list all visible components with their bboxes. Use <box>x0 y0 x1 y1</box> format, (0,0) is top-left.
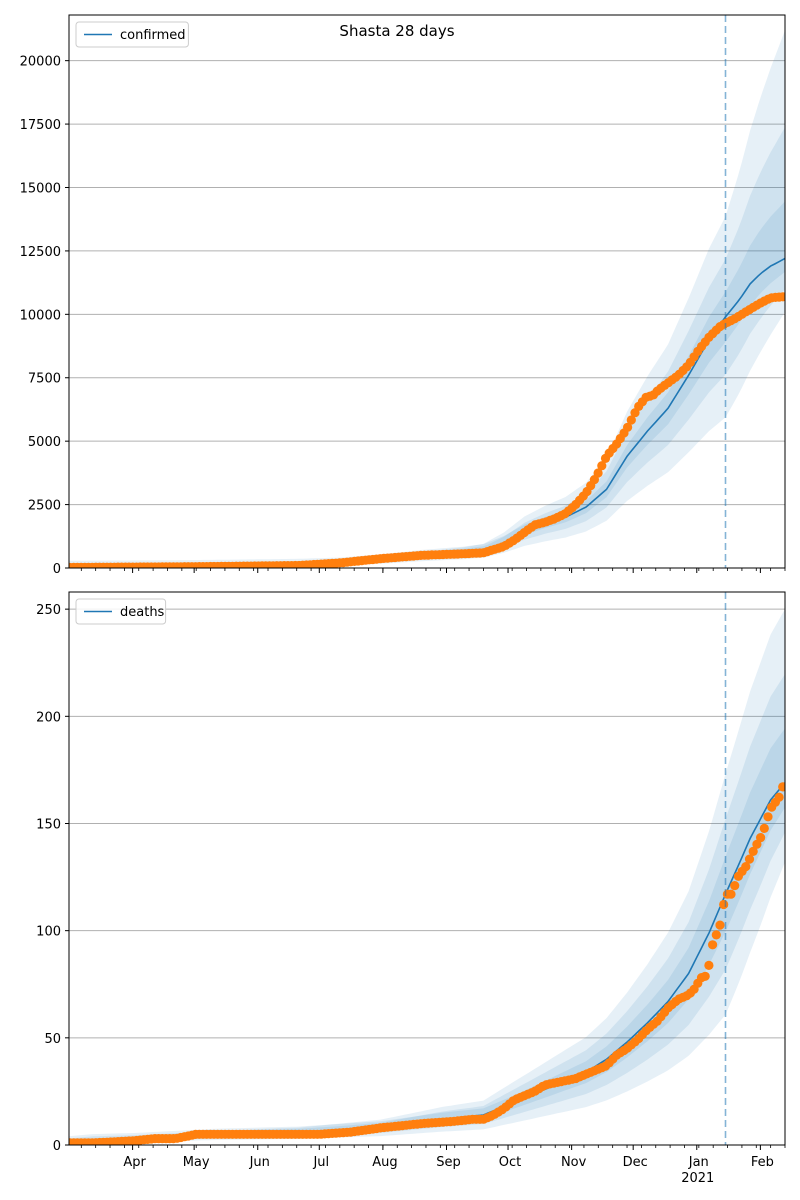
legend-box <box>75 598 167 625</box>
y-tick-label: 10000 <box>20 308 61 323</box>
x-tick-label: Sep <box>436 1155 461 1170</box>
observed-point <box>748 846 758 857</box>
observed-point <box>597 461 607 471</box>
y-tick-label: 50 <box>44 1032 61 1047</box>
legend: confirmed <box>75 21 189 48</box>
x-year-label: 2021 <box>681 1171 714 1186</box>
deaths-panel: 0 50 100 150 200 250 Apr May Jun Jul Aug Sep Oct Nov D… <box>36 591 786 1186</box>
y-tick-label: 7500 <box>28 372 61 387</box>
y-tick-label: 200 <box>36 710 61 725</box>
observed-point <box>626 415 636 425</box>
axes-frame <box>68 14 786 569</box>
observed-point <box>778 292 785 302</box>
axes-frame <box>68 591 786 1146</box>
plot-area <box>69 30 785 568</box>
plot-area <box>69 609 785 1145</box>
observed-point <box>774 792 784 802</box>
y-tick-label: 15000 <box>20 181 61 196</box>
chart-title: Shasta 28 days <box>339 22 454 40</box>
observed-point <box>730 881 740 891</box>
observed-point <box>704 960 714 971</box>
y-tick-label: 5000 <box>28 435 61 450</box>
x-tick-label: Feb <box>751 1155 774 1170</box>
observed-point <box>623 422 633 432</box>
observed-point <box>711 930 721 940</box>
uncertainty-band <box>69 674 785 1144</box>
x-tick-label: Jan <box>688 1155 709 1170</box>
legend: deaths <box>75 598 167 625</box>
x-tick-label: Nov <box>561 1155 587 1170</box>
observed-point <box>763 812 773 822</box>
y-tick-label: 0 <box>53 562 61 577</box>
observed-point <box>744 854 755 864</box>
legend-label: deaths <box>120 605 165 620</box>
y-tick-label: 100 <box>36 925 61 940</box>
y-tick-label: 12500 <box>20 245 61 260</box>
x-tick-label: Apr <box>123 1155 146 1170</box>
x-tick-label: May <box>183 1155 210 1170</box>
observed-point <box>719 899 729 910</box>
x-tick-label: Aug <box>372 1155 397 1170</box>
y-tick-label: 250 <box>36 603 61 618</box>
observed-point <box>752 839 762 849</box>
observed-point <box>700 971 710 981</box>
uncertainty-band <box>69 609 785 1144</box>
observed-point <box>715 920 725 930</box>
x-tick-label: Jul <box>312 1155 329 1170</box>
x-tick-label: Dec <box>623 1155 648 1170</box>
observed-point <box>756 833 766 843</box>
observed-point <box>778 782 785 792</box>
y-tick-label: 17500 <box>20 118 61 133</box>
uncertainty-band <box>69 201 785 568</box>
y-tick-label: 2500 <box>28 499 61 514</box>
observed-point <box>759 823 769 834</box>
observed-point <box>708 940 718 950</box>
x-tick-label: Oct <box>499 1155 521 1170</box>
legend-label: confirmed <box>120 28 186 43</box>
legend-box <box>75 21 189 48</box>
observed-point <box>741 862 751 872</box>
y-tick-label: 150 <box>36 817 61 832</box>
y-tick-label: 0 <box>53 1139 61 1154</box>
uncertainty-band <box>69 30 785 568</box>
y-tick-label: 20000 <box>20 55 61 70</box>
confirmed-panel: 0 2500 5000 7500 10000 12500 15000 17500 20000 co… <box>20 14 786 577</box>
x-tick-label: Jun <box>249 1155 270 1170</box>
observed-point <box>726 889 736 899</box>
observed-point <box>593 468 603 478</box>
